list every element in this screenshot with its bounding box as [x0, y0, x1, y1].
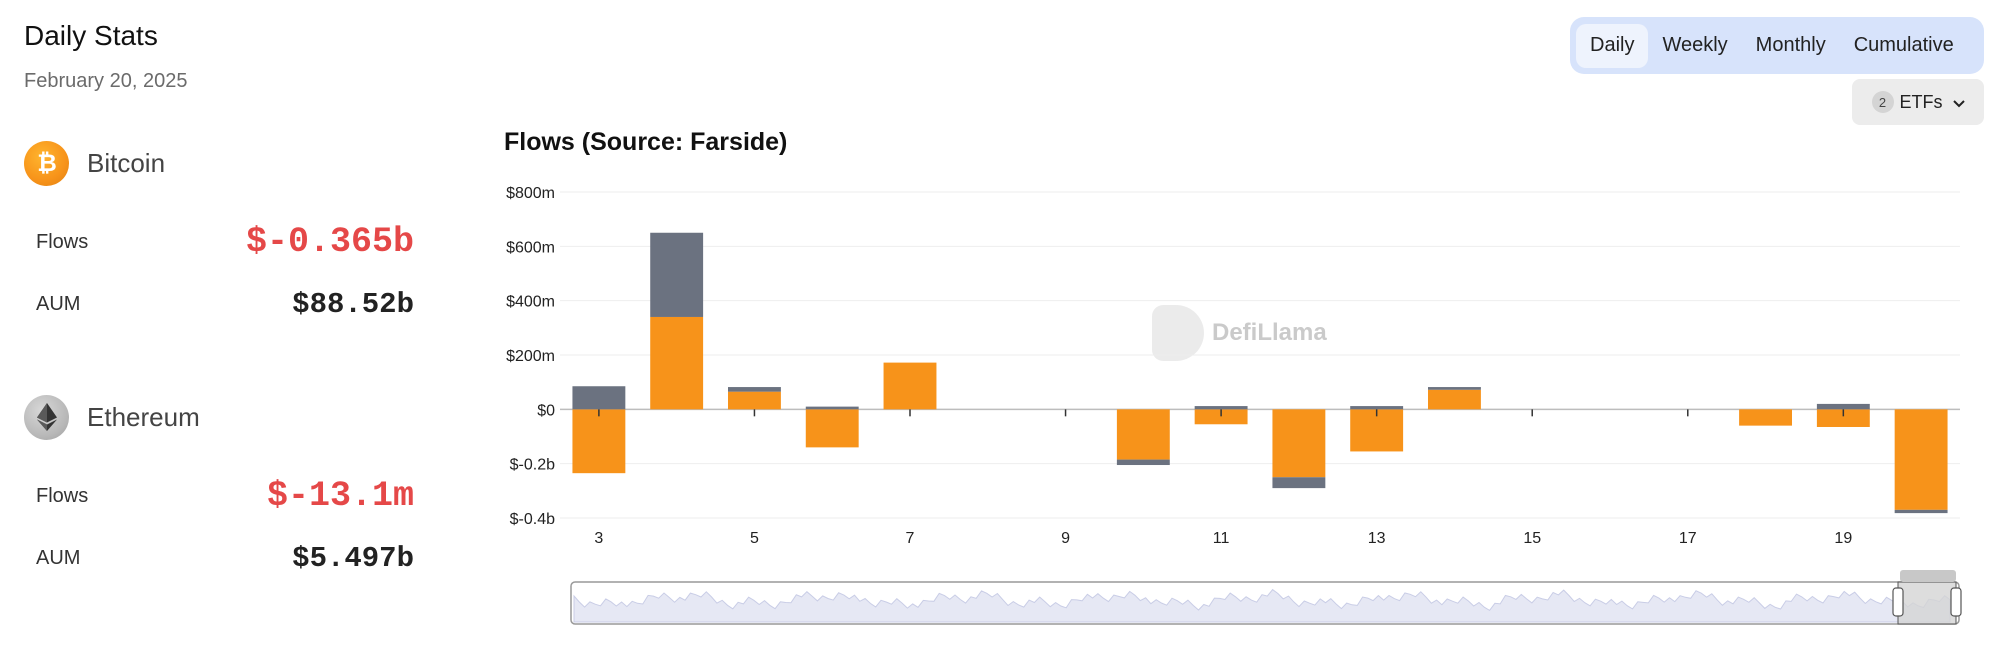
bar-segment-12-s0	[1272, 409, 1326, 478]
bitcoin-aum-label: AUM	[36, 293, 81, 315]
chart-title: Flows (Source: Farside)	[504, 128, 788, 156]
ethereum-flows-value: $-13.1m	[266, 476, 414, 516]
bar-segment-4-s1	[650, 232, 704, 317]
x-tick-label: 9	[1061, 530, 1070, 547]
ethereum-name: Ethereum	[87, 401, 200, 432]
chart-range-slider[interactable]	[570, 570, 1970, 626]
tab-daily[interactable]: Daily	[1576, 23, 1649, 68]
y-tick-label: $-0.2b	[510, 457, 555, 474]
y-tick-label: $600m	[506, 239, 555, 256]
etf-selector-button[interactable]: 2 ETFs	[1852, 79, 1984, 125]
bar-segment-10-s1	[1116, 459, 1170, 466]
x-tick-label: 19	[1834, 530, 1852, 547]
bar-segment-12-s1	[1272, 477, 1326, 489]
ethereum-aum-value: $5.497b	[292, 542, 414, 575]
bar-segment-3-s1	[572, 386, 626, 410]
bar-segment-7-s0	[883, 362, 937, 410]
x-tick-label: 7	[906, 530, 915, 547]
bitcoin-icon: ₿	[24, 140, 69, 186]
bar-segment-14-s1	[1428, 387, 1481, 390]
ethereum-icon	[24, 394, 69, 440]
bar-segment-4-s0	[650, 316, 704, 410]
period-toggle: Daily Weekly Monthly Cumulative	[1570, 17, 1984, 74]
tab-monthly[interactable]: Monthly	[1755, 34, 1826, 56]
x-tick-label: 5	[750, 530, 759, 547]
bar-segment-3-s0	[572, 409, 626, 474]
flows-chart: $800m $600m $400m $200m $0 $-0.2b $-0.4b 3 5 7 9 11…	[506, 185, 1960, 547]
bar-segment-19-s0	[1816, 409, 1870, 427]
x-tick-label: 17	[1679, 530, 1697, 547]
bitcoin-aum-row: AUM $88.52b	[36, 288, 414, 321]
slider-sparkline	[573, 588, 1951, 623]
ethereum-aum-label: AUM	[36, 547, 81, 569]
bar-segment-13-s0	[1350, 409, 1404, 452]
defillama-watermark: DefiLlama	[1152, 305, 1327, 361]
y-tick-label: $200m	[506, 348, 555, 365]
watermark-text: DefiLlama	[1212, 319, 1327, 346]
etf-selector-label: ETFs	[1899, 91, 1943, 112]
bar-segment-6-s0	[805, 409, 859, 448]
bar-segment-5-s0	[728, 391, 781, 410]
bar-segment-11-s0	[1194, 409, 1248, 425]
slider-handle-right[interactable]	[1950, 587, 1962, 617]
ethereum-header: Ethereum	[24, 394, 200, 440]
x-tick-label: 3	[594, 530, 603, 547]
ethereum-aum-row: AUM $5.497b	[36, 542, 414, 575]
etf-count-badge: 2	[1871, 91, 1894, 113]
bitcoin-aum-value: $88.52b	[292, 288, 414, 321]
x-tick-label: 11	[1213, 530, 1230, 547]
bar-segment-11-s1	[1194, 406, 1248, 410]
stats-panel: Daily Stats February 20, 2025 ₿ Bitcoin …	[24, 0, 424, 650]
y-tick-label: $400m	[506, 294, 555, 311]
bar-segment-14-s0	[1428, 389, 1481, 410]
bitcoin-header: ₿ Bitcoin	[24, 140, 165, 186]
svg-text:₿: ₿	[37, 150, 57, 177]
y-tick-label: $-0.4b	[510, 511, 555, 528]
bitcoin-name: Bitcoin	[87, 147, 166, 178]
bitcoin-flows-value: $-0.365b	[245, 222, 414, 262]
bar-segment-20-s1	[1894, 509, 1948, 514]
ethereum-flows-row: Flows $-13.1m	[36, 476, 414, 516]
slider-window[interactable]	[1897, 581, 1957, 625]
tab-cumulative[interactable]: Cumulative	[1853, 34, 1954, 56]
bar-segment-5-s1	[728, 387, 781, 392]
tab-weekly[interactable]: Weekly	[1662, 34, 1728, 56]
bar-segment-6-s1	[805, 406, 859, 410]
slider-handle-left[interactable]	[1892, 587, 1904, 617]
bar-segment-10-s0	[1116, 409, 1170, 460]
x-tick-label: 13	[1368, 530, 1386, 547]
y-tick-label: $0	[537, 402, 555, 419]
y-tick-label: $800m	[506, 185, 555, 202]
bar-segment-19-s1	[1816, 403, 1870, 410]
llama-logo-icon	[1152, 305, 1204, 361]
bar-segment-18-s0	[1739, 409, 1792, 426]
stats-date: February 20, 2025	[24, 70, 188, 92]
bitcoin-flows-label: Flows	[36, 230, 89, 253]
ethereum-flows-label: Flows	[36, 484, 89, 507]
bar-segment-20-s0	[1894, 409, 1948, 510]
page-title: Daily Stats	[24, 20, 158, 51]
x-tick-label: 15	[1523, 530, 1541, 547]
bitcoin-flows-row: Flows $-0.365b	[36, 222, 414, 262]
slider-grip[interactable]	[1900, 570, 1956, 582]
bar-segment-13-s1	[1350, 406, 1404, 410]
chevron-down-icon	[1952, 92, 1965, 113]
